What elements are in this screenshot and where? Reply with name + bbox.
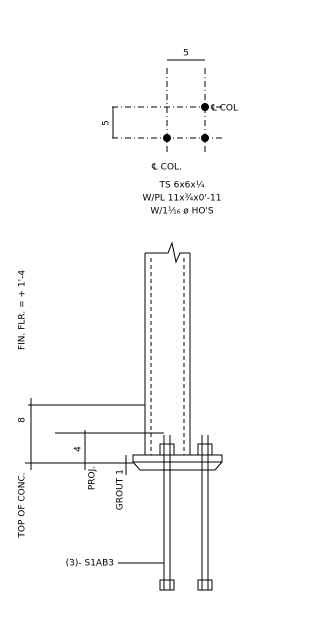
label: PROJ.	[88, 466, 98, 490]
dim-label: 4	[74, 446, 84, 452]
dim-label: 8	[18, 417, 28, 423]
nut	[198, 444, 212, 455]
label: W/1¹⁄₁₆ ø HO'S	[150, 207, 214, 217]
dim-label: 5	[183, 49, 189, 59]
label: TOP OF CONC.	[18, 472, 28, 538]
label: W/PL 11x¾x0'-11	[143, 194, 222, 204]
nut	[160, 444, 174, 455]
dim-label: 1	[116, 469, 126, 475]
nut	[160, 580, 174, 590]
grout	[133, 462, 222, 470]
detail-drawing: 5 5 ℄ COL ℄ COL. TS 6x6x¼ W/PL 11x¾x0'-1…	[0, 0, 253, 617]
dim-label: 5	[102, 120, 112, 126]
label: ℄ COL	[210, 104, 238, 114]
label: TS 6x6x¼	[159, 181, 205, 191]
bolt	[163, 134, 171, 142]
label: ℄ COL.	[151, 163, 182, 173]
bolt	[201, 134, 209, 142]
nut	[198, 580, 212, 590]
label: GROUT	[116, 477, 126, 510]
base-plate	[133, 455, 222, 462]
break-line	[145, 243, 190, 262]
bolt	[201, 103, 209, 111]
label: FIN. FLR. = + 1'-4	[18, 270, 28, 350]
label: (3)- S1AB3	[66, 559, 114, 569]
